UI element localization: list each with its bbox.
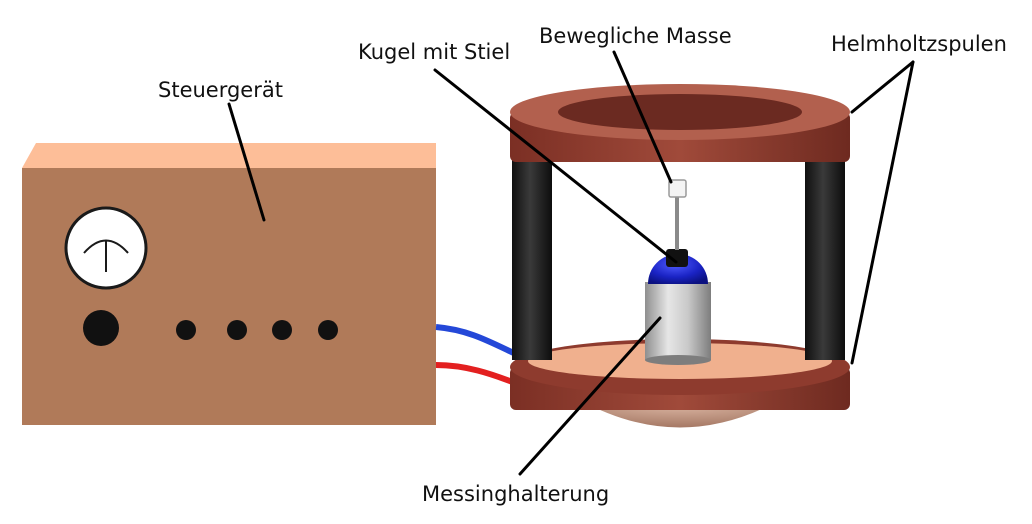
cable-red bbox=[435, 362, 522, 388]
label-helmholtz-coils: Helmholtzspulen bbox=[831, 32, 1007, 56]
pillar-right bbox=[805, 155, 845, 360]
movable-mass bbox=[668, 179, 687, 198]
control-unit bbox=[22, 143, 436, 425]
knob-icon bbox=[83, 310, 119, 346]
indicator-dot-icon bbox=[176, 320, 196, 340]
cables bbox=[435, 324, 522, 388]
label-brass-holder: Messinghalterung bbox=[422, 482, 610, 506]
leader-line-coil-bottom bbox=[850, 60, 915, 365]
leader-line-mass bbox=[612, 50, 673, 184]
leader-line-holder bbox=[518, 316, 662, 476]
helmholtz-coil-top bbox=[510, 84, 850, 162]
leader-line-coil-top bbox=[850, 60, 915, 114]
leader-line-controller bbox=[227, 102, 266, 222]
control-unit-top bbox=[22, 143, 436, 168]
leader-line-ball bbox=[433, 68, 678, 264]
label-ball-with-stem: Kugel mit Stiel bbox=[358, 40, 511, 64]
label-controller: Steuergerät bbox=[158, 78, 283, 102]
indicator-dot-icon bbox=[272, 320, 292, 340]
label-movable-mass: Bewegliche Masse bbox=[539, 24, 732, 48]
gauge-icon bbox=[64, 206, 148, 290]
cable-blue bbox=[435, 324, 522, 359]
control-unit-front bbox=[22, 168, 436, 425]
ball-with-stem bbox=[648, 196, 708, 284]
leader-lines bbox=[227, 50, 915, 476]
indicator-dot-icon bbox=[318, 320, 338, 340]
pillar-left bbox=[512, 155, 552, 360]
indicator-dot-icon bbox=[227, 320, 247, 340]
